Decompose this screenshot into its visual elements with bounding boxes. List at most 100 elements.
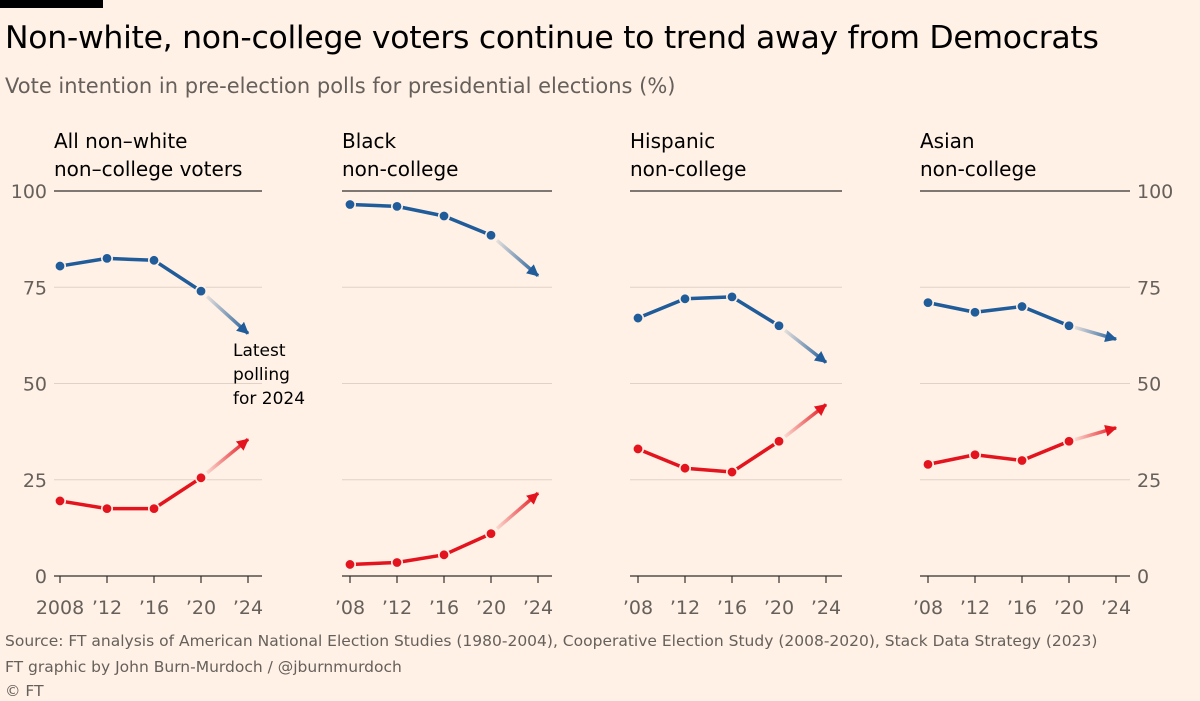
x-tick-label: ’16 [717, 597, 747, 619]
y-tick-left: 50 [23, 374, 47, 396]
x-tick-label: ’20 [186, 597, 216, 619]
poll-arrow-republican [205, 437, 250, 475]
panel-title-line: non-college [342, 157, 458, 181]
annotation-latest-polling: Latest [233, 341, 286, 361]
data-point-republican [437, 548, 450, 561]
data-point-democrat [968, 306, 981, 319]
panel-title-line: Asian [920, 129, 975, 153]
credit-note: FT graphic by John Burn-Murdoch / @jburn… [5, 658, 402, 676]
data-point-republican [195, 471, 208, 484]
y-tick-right: 25 [1137, 470, 1161, 492]
x-tick-label: ’20 [476, 597, 506, 619]
copyright-note: © FT [5, 682, 44, 700]
x-tick-label: ’08 [623, 597, 653, 619]
panel-3: Hispanic non-college ’08 ’12 ’16 ’20 ’24 [623, 129, 842, 619]
y-tick-left: 25 [23, 470, 47, 492]
series-line-democrat [58, 256, 203, 293]
y-tick-left: 0 [35, 566, 47, 588]
data-point-democrat [725, 290, 738, 303]
data-point-republican [390, 556, 403, 569]
data-point-republican [968, 448, 981, 461]
y-tick-right: 75 [1137, 277, 1161, 299]
x-tick-label: ’16 [1007, 597, 1037, 619]
y-tick-right: 0 [1137, 566, 1149, 588]
poll-arrow-republican [783, 403, 828, 438]
poll-arrow-republican [1074, 425, 1118, 442]
x-tick-label: ’24 [233, 597, 263, 619]
data-point-democrat [343, 198, 356, 211]
x-tick-label: ’24 [811, 597, 841, 619]
annotation-latest-polling: for 2024 [233, 389, 305, 409]
x-tick-label: ’24 [523, 597, 553, 619]
y-tick-right: 50 [1137, 374, 1161, 396]
data-point-democrat [1015, 300, 1028, 313]
data-point-republican [921, 458, 934, 471]
panel-title-line: non-college [630, 157, 746, 181]
data-point-democrat [53, 260, 66, 273]
small-multiples-chart: 0 0 25 25 50 50 75 75 100 100 All non–white non–col… [11, 129, 1174, 619]
data-point-democrat [921, 296, 934, 309]
series-line-democrat [636, 295, 781, 328]
panel-4: Asian non-college ’08 ’12 ’16 ’20 ’24 [913, 129, 1131, 619]
poll-arrow-democrat [495, 239, 540, 278]
poll-arrow-democrat [205, 295, 250, 335]
series-line-republican [58, 476, 203, 511]
x-tick-label: ’12 [670, 597, 700, 619]
panel-title-line: non–college voters [54, 157, 242, 181]
data-point-republican [1063, 435, 1076, 448]
source-note: Source: FT analysis of American National… [5, 632, 1098, 650]
data-point-republican [148, 502, 161, 515]
panel-title-line: Hispanic [630, 129, 715, 153]
data-point-democrat [1063, 319, 1076, 332]
data-point-democrat [484, 229, 497, 242]
data-point-democrat [390, 200, 403, 213]
series-line-democrat [348, 202, 493, 238]
panel-title-line: All non–white [54, 129, 187, 153]
x-tick-label: ’24 [1101, 597, 1131, 619]
x-tick-label: 2008 [36, 597, 84, 619]
data-point-republican [772, 435, 785, 448]
data-point-republican [101, 502, 114, 515]
panel-2: Black non-college ’08 ’12 ’16 ’20 ’24 [335, 129, 553, 619]
data-point-republican [631, 442, 644, 455]
chart-title: Non-white, non-college voters continue t… [5, 20, 1099, 56]
y-tick-left: 75 [23, 277, 47, 299]
x-tick-label: ’08 [335, 597, 365, 619]
x-tick-label: ’12 [92, 597, 122, 619]
data-point-democrat [678, 292, 691, 305]
y-tick-right: 100 [1137, 181, 1173, 203]
data-point-democrat [101, 252, 114, 265]
series-line-republican [348, 531, 493, 567]
poll-arrow-democrat [1074, 325, 1118, 342]
series-line-republican [926, 439, 1071, 467]
data-point-democrat [437, 210, 450, 223]
panel-title-line: Black [342, 129, 397, 153]
data-point-republican [343, 558, 356, 571]
data-point-republican [484, 527, 497, 540]
poll-arrow-democrat [783, 329, 828, 364]
panel-1: All non–white non–college voters 2008 ’12 ’1… [36, 129, 305, 619]
x-tick-label: ’12 [382, 597, 412, 619]
chart-subtitle: Vote intention in pre-election polls for… [5, 74, 676, 98]
data-point-republican [725, 466, 738, 479]
annotation-latest-polling: polling [233, 365, 290, 385]
x-tick-label: ’20 [764, 597, 794, 619]
poll-arrow-republican [495, 491, 540, 530]
x-tick-label: ’08 [913, 597, 943, 619]
data-point-democrat [195, 285, 208, 298]
data-point-republican [53, 494, 66, 507]
panel-title-line: non-college [920, 157, 1036, 181]
ft-brand-bar [0, 0, 103, 8]
data-point-republican [678, 462, 691, 475]
x-tick-label: ’20 [1054, 597, 1084, 619]
data-point-democrat [631, 312, 644, 325]
x-tick-label: ’16 [139, 597, 169, 619]
data-point-democrat [148, 254, 161, 267]
y-tick-left: 100 [11, 181, 47, 203]
x-tick-label: ’16 [429, 597, 459, 619]
data-point-republican [1015, 454, 1028, 467]
x-tick-label: ’12 [960, 597, 990, 619]
series-line-republican [636, 439, 781, 474]
series-line-democrat [926, 300, 1071, 328]
data-point-democrat [772, 319, 785, 332]
